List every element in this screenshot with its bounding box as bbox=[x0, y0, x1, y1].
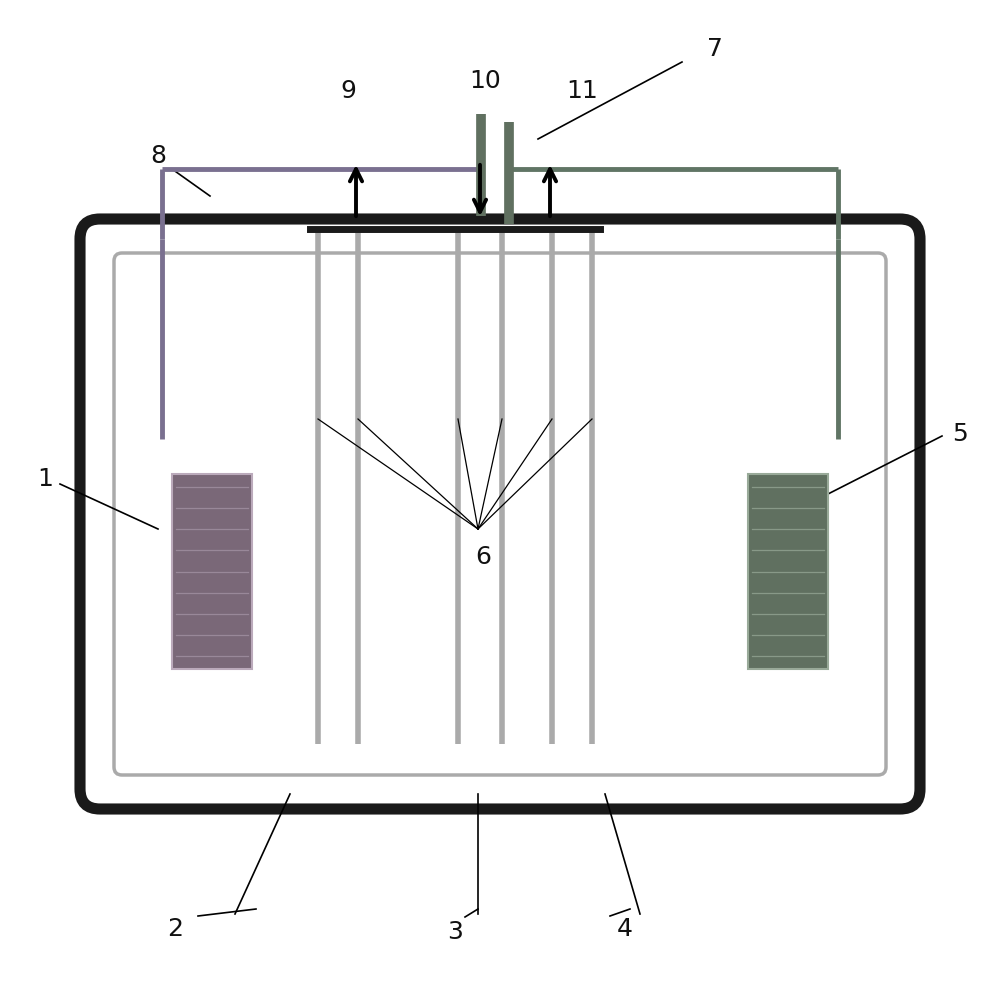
FancyBboxPatch shape bbox=[80, 219, 920, 809]
Text: 2: 2 bbox=[167, 917, 183, 941]
Text: 11: 11 bbox=[566, 79, 598, 103]
Text: 8: 8 bbox=[150, 144, 166, 168]
Text: 3: 3 bbox=[447, 920, 463, 944]
Bar bbox=[172, 474, 252, 669]
Text: 5: 5 bbox=[952, 422, 968, 446]
FancyBboxPatch shape bbox=[114, 253, 886, 775]
Text: 6: 6 bbox=[475, 545, 491, 569]
Text: 4: 4 bbox=[617, 917, 633, 941]
Bar bbox=[748, 474, 828, 669]
Text: 9: 9 bbox=[340, 79, 356, 103]
Text: 7: 7 bbox=[707, 37, 723, 61]
Text: 1: 1 bbox=[37, 467, 53, 491]
Text: 10: 10 bbox=[469, 69, 501, 93]
